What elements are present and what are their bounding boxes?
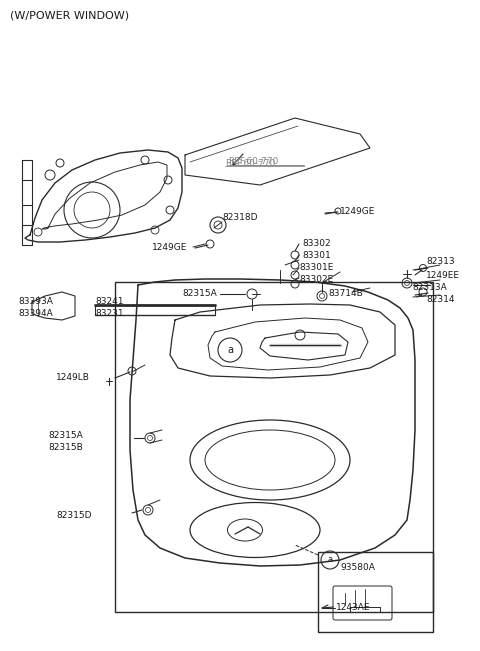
- Text: 82315D: 82315D: [56, 512, 92, 521]
- Text: 1249EE: 1249EE: [426, 271, 460, 279]
- Text: a: a: [227, 345, 233, 355]
- Text: 1249GE: 1249GE: [340, 206, 375, 215]
- Text: 1249LB: 1249LB: [56, 374, 90, 383]
- Text: REF.60-770: REF.60-770: [225, 158, 276, 167]
- Text: 1243AE: 1243AE: [336, 602, 371, 611]
- Text: 82315B: 82315B: [48, 443, 83, 452]
- Text: 83714B: 83714B: [328, 288, 363, 298]
- Text: 83393A: 83393A: [18, 298, 53, 307]
- Text: 83301: 83301: [302, 251, 331, 260]
- Text: REF.60-770: REF.60-770: [228, 158, 278, 167]
- Text: 83302E: 83302E: [299, 275, 333, 284]
- Text: 83231: 83231: [95, 309, 124, 318]
- Text: 82313A: 82313A: [412, 283, 447, 292]
- Text: 83241: 83241: [95, 296, 123, 305]
- Text: 93580A: 93580A: [340, 564, 375, 572]
- Text: 82314: 82314: [426, 296, 455, 305]
- Text: 82315A: 82315A: [48, 430, 83, 439]
- Text: 83302: 83302: [302, 238, 331, 247]
- Text: a: a: [327, 555, 333, 564]
- Text: 82313: 82313: [426, 258, 455, 266]
- Text: 82318D: 82318D: [222, 214, 257, 223]
- Text: 83394A: 83394A: [18, 309, 53, 318]
- Text: 82315A: 82315A: [182, 288, 217, 298]
- Text: (W/POWER WINDOW): (W/POWER WINDOW): [10, 11, 129, 21]
- Bar: [318, 552, 433, 632]
- Bar: [115, 282, 433, 612]
- Text: 83301E: 83301E: [299, 264, 334, 273]
- Text: 1249GE: 1249GE: [152, 243, 187, 253]
